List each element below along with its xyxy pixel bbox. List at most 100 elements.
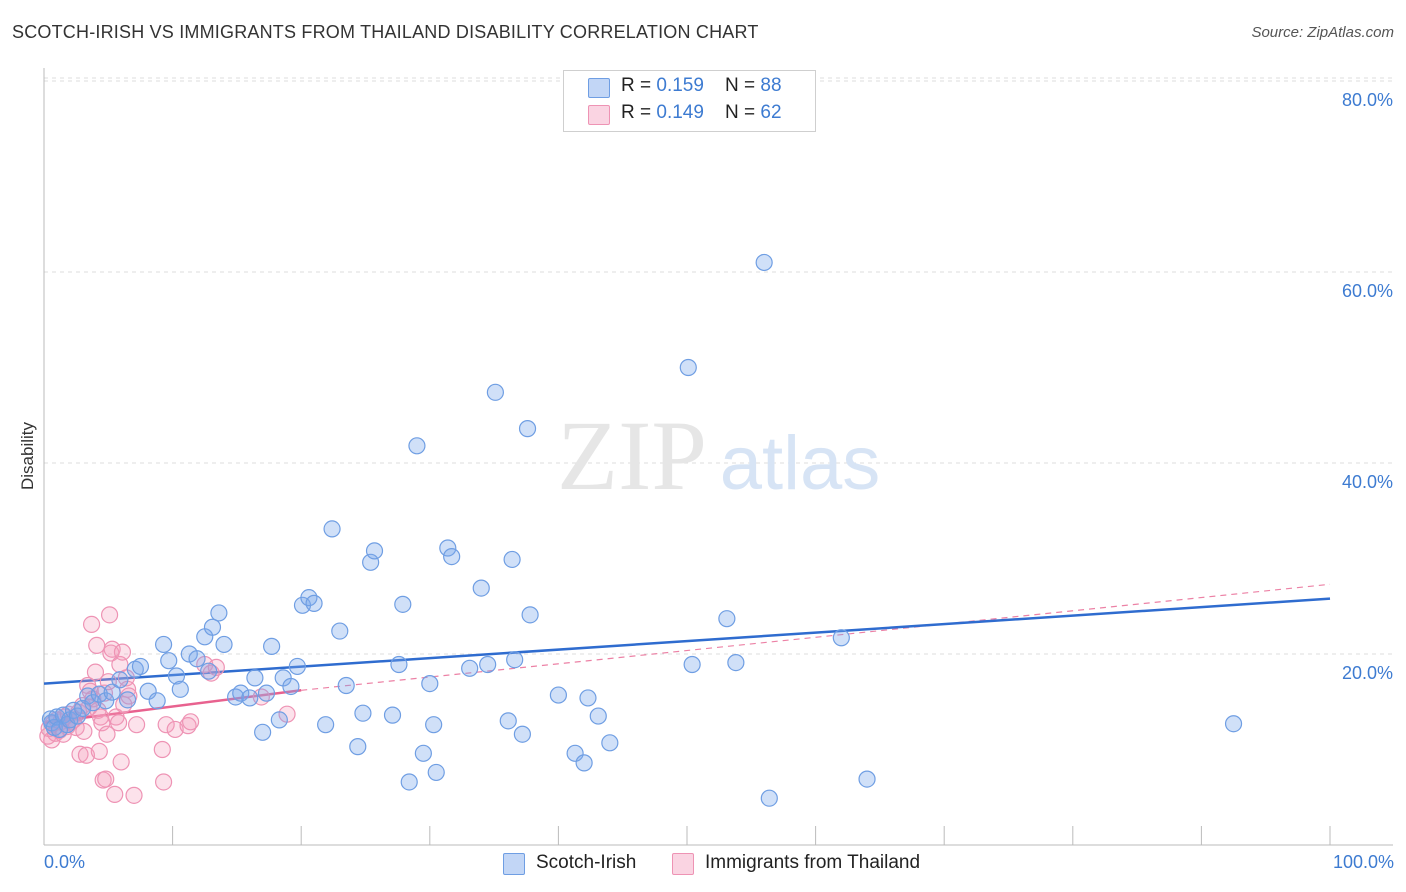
scotch-irish-point (90, 685, 108, 703)
y-tick-label: 20.0% (1342, 663, 1393, 683)
scotch-irish-point (246, 669, 264, 687)
x-tick-label-min: 0.0% (44, 852, 86, 872)
scotch-irish-point (443, 547, 461, 566)
scotch-irish-point (254, 723, 272, 741)
scotch-irish-point (131, 657, 150, 676)
scotch-irish-point (718, 610, 736, 628)
scotch-irish-point (365, 542, 384, 560)
x-axis-ticks (43, 826, 1331, 845)
thailand-point (154, 773, 173, 791)
scotch-irish-point (414, 744, 432, 762)
scotch-irish-point (200, 662, 218, 680)
thailand-point (88, 636, 106, 655)
scotch-irish-point (858, 770, 876, 788)
scotch-irish-point (323, 520, 341, 538)
scotch-irish-point (203, 618, 222, 636)
scotch-irish-point (257, 684, 276, 702)
scotch-irish-point (575, 754, 593, 772)
scotch-irish-point (425, 716, 443, 734)
scotch-irish-point (111, 671, 129, 689)
scotch-irish-point (154, 635, 173, 654)
scotch-irish-point (215, 635, 233, 654)
legend-label: Immigrants from Thailand (705, 852, 921, 873)
thailand-point (109, 714, 128, 732)
thailand-point (106, 785, 124, 803)
scotch-irish-point (549, 686, 568, 704)
legend-swatch-pink (672, 853, 694, 875)
legend-r-value: 0.149 (656, 102, 704, 123)
scotch-irish-point (472, 579, 490, 597)
thailand-point (182, 713, 200, 731)
scotch-irish-point (832, 629, 850, 647)
thailand-point (100, 606, 119, 624)
scotch-irish-point (97, 692, 115, 710)
thailand-point (97, 770, 115, 788)
thailand-point (90, 742, 108, 761)
legend-n-label: N = (725, 102, 761, 123)
scotch-irish-point (461, 659, 479, 677)
thailand-point (112, 753, 130, 771)
scotch-irish-point (282, 677, 300, 696)
legend-n-value: 88 (760, 75, 782, 96)
scotch-irish-point (305, 594, 323, 612)
thailand-point (125, 786, 143, 804)
scotch-irish-point (263, 637, 281, 655)
scotch-irish-point (188, 650, 206, 668)
chart-source: Source: ZipAtlas.com (1251, 24, 1394, 41)
watermark: ZIP atlas (557, 400, 880, 511)
legend-swatch-blue (588, 78, 610, 98)
scotch-irish-point (61, 711, 79, 729)
scotch-irish-point (755, 253, 773, 272)
scotch-irish-point (601, 734, 619, 752)
scotch-irish-point (503, 550, 521, 569)
scotch-irish-point (390, 655, 408, 674)
legend-r-label: R = (621, 75, 657, 96)
thailand-points (39, 606, 296, 804)
scotch-irish-point (439, 539, 457, 557)
scotch-irish-point (160, 652, 178, 670)
legend-r-label: R = (621, 102, 657, 123)
scotch-irish-point (727, 653, 745, 672)
scotch-irish-point (167, 667, 186, 685)
scotch-irish-point (518, 420, 537, 438)
scotch-irish-point (126, 660, 144, 678)
thailand-point (153, 740, 171, 759)
thailand-point (98, 725, 116, 743)
y-tick-label: 60.0% (1342, 281, 1393, 301)
thailand-point (166, 720, 184, 739)
legend-n-label: N = (725, 75, 761, 96)
scotch-irish-point (232, 684, 250, 702)
legend-label: Scotch-Irish (536, 852, 637, 873)
scotch-irish-point (679, 358, 697, 377)
scotch-irish-point (579, 689, 597, 707)
scotch-irish-point (349, 738, 367, 756)
thailand-point (113, 643, 132, 661)
scotch-irish-trend-line (43, 597, 1331, 685)
scotch-irish-point (421, 675, 439, 693)
legend-r-value: 0.159 (656, 75, 704, 96)
thailand-point (82, 615, 101, 633)
thailand-trend-extension (301, 583, 1331, 691)
scotch-irish-point (499, 712, 517, 730)
y-tick-label: 80.0% (1342, 90, 1393, 110)
scotch-irish-point (394, 595, 412, 613)
thailand-point (207, 658, 225, 676)
legend-swatch-blue (503, 853, 525, 875)
scotch-irish-point (383, 706, 402, 724)
scotch-irish-point (400, 773, 418, 791)
scotch-irish-point (84, 694, 102, 712)
scotch-irish-point (521, 606, 539, 624)
scotch-irish-point (408, 437, 426, 455)
watermark-zip: ZIP (557, 400, 707, 511)
series-legend: Scotch-Irish Immigrants from Thailand (0, 852, 1406, 878)
scotch-irish-point (148, 692, 166, 710)
grid-lines (44, 77, 1393, 655)
thailand-point (157, 716, 175, 734)
chart-title: SCOTCH-IRISH VS IMMIGRANTS FROM THAILAND… (12, 22, 759, 42)
legend-swatch-pink (588, 105, 610, 125)
scotch-irish-point (331, 622, 349, 640)
scotch-irish-point (760, 789, 778, 807)
thailand-point (75, 722, 93, 740)
correlation-legend: R = 0.159 N = 88 R = 0.149 N = 62 (563, 70, 816, 132)
